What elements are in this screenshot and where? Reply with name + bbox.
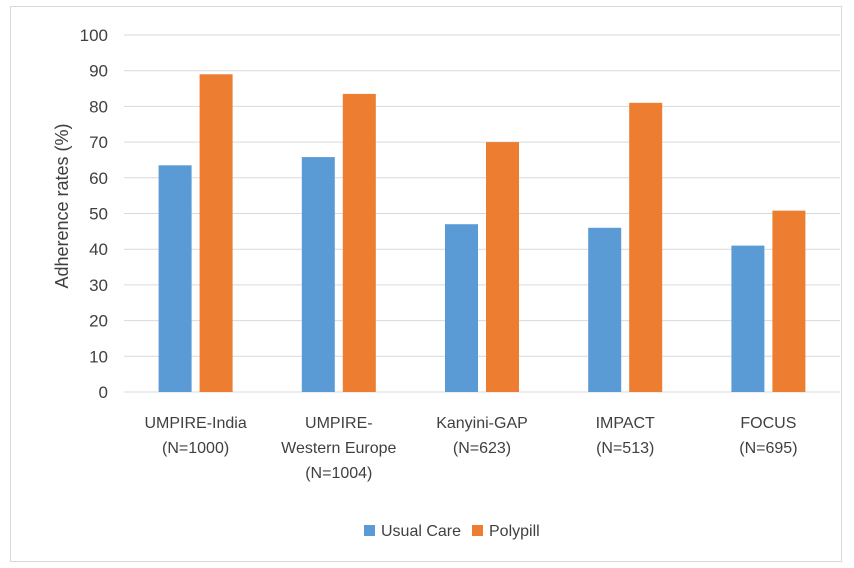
y-tick-label: 50 [89, 205, 108, 224]
bars [158, 74, 806, 393]
bar-usual-care [731, 245, 765, 392]
y-tick-label: 10 [89, 347, 108, 366]
gridlines [124, 34, 840, 393]
x-axis-categories: UMPIRE-India (N=1000) UMPIRE- Western Europ… [144, 415, 797, 482]
x-category-label: Western Europe [281, 440, 396, 457]
legend-label: Usual Care [381, 523, 461, 540]
bar-polypill [629, 102, 663, 392]
y-axis-label: Adherence rates (%) [52, 123, 72, 288]
x-category-label: (N=623) [453, 440, 511, 457]
legend-swatch [472, 525, 483, 536]
x-category-label: (N=695) [739, 440, 797, 457]
bar-polypill [342, 93, 376, 392]
x-category-label: UMPIRE-India [144, 415, 246, 432]
x-category-label: (N=513) [596, 440, 654, 457]
bar-usual-care [301, 157, 335, 392]
bar-polypill [772, 210, 806, 392]
y-tick-label: 30 [89, 276, 108, 295]
x-category-label: (N=1000) [162, 440, 229, 457]
y-tick-label: 60 [89, 169, 108, 188]
y-tick-label: 40 [89, 240, 108, 259]
legend-label: Polypill [489, 523, 540, 540]
bar-usual-care [588, 227, 622, 392]
x-category-label: IMPACT [596, 415, 655, 432]
x-category-label: (N=1004) [305, 465, 372, 482]
y-tick-label: 20 [89, 312, 108, 331]
chart-frame [10, 6, 842, 562]
x-category-label: Kanyini-GAP [436, 415, 528, 432]
y-tick-label: 80 [89, 97, 108, 116]
bar-polypill [199, 74, 233, 393]
x-category-label: UMPIRE- [305, 415, 373, 432]
legend-swatch [364, 525, 375, 536]
y-tick-label: 100 [80, 26, 108, 45]
y-tick-label: 90 [89, 62, 108, 81]
legend: Usual Care Polypill [364, 523, 540, 540]
bar-usual-care [158, 165, 192, 392]
bar-usual-care [445, 224, 478, 392]
bar-polypill [486, 142, 519, 392]
y-axis-ticks: 0 10 20 30 40 50 60 70 80 90 100 [80, 26, 108, 402]
y-tick-label: 0 [99, 383, 108, 402]
x-category-label: FOCUS [740, 415, 796, 432]
y-tick-label: 70 [89, 133, 108, 152]
